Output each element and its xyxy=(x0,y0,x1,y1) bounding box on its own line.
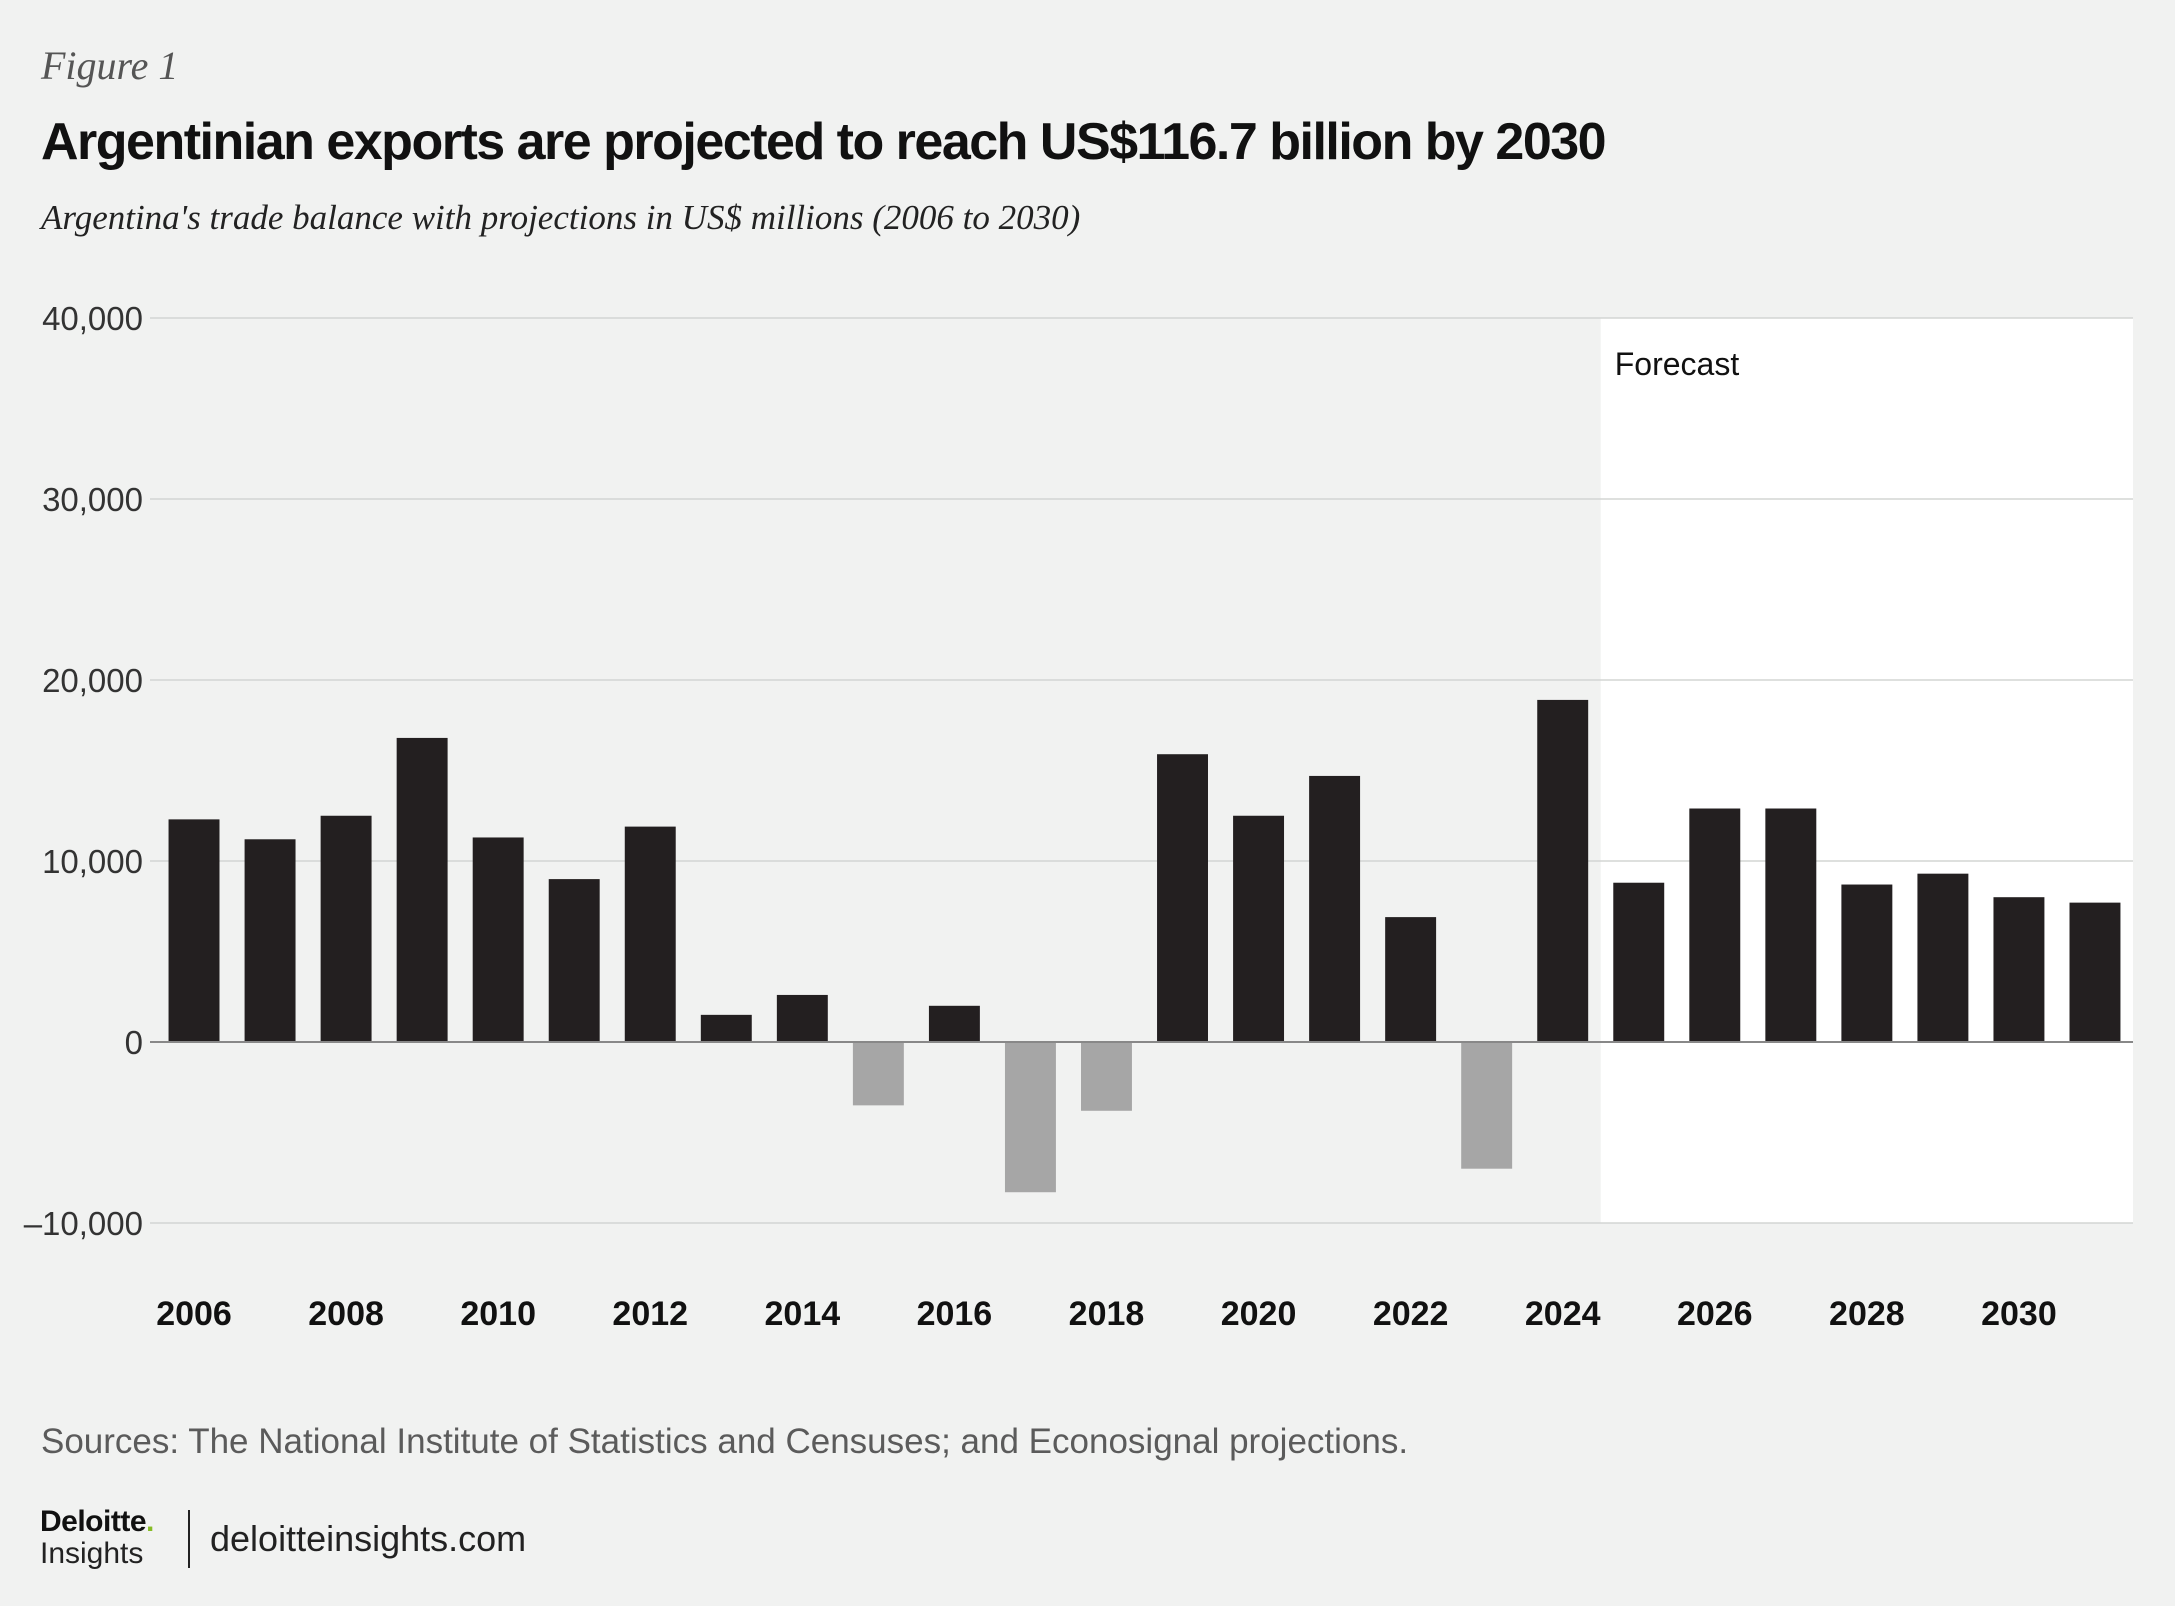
bar-2015 xyxy=(852,1042,904,1106)
forecast-label: Forecast xyxy=(1615,346,1740,382)
bar-2010 xyxy=(472,837,524,1042)
forecast-region xyxy=(1600,318,2133,1223)
x-tick-label: 2024 xyxy=(1525,1295,1601,1333)
bar-2006 xyxy=(168,819,220,1042)
bar-2017 xyxy=(1004,1042,1056,1193)
x-tick-label: 2012 xyxy=(612,1295,688,1333)
source-note: Sources: The National Institute of Stati… xyxy=(41,1422,1409,1461)
bar-2020 xyxy=(1233,815,1285,1042)
bar-2030 xyxy=(1993,897,2045,1042)
bar-2026 xyxy=(1689,808,1741,1042)
bar-2008 xyxy=(320,815,372,1042)
x-tick-label: 2028 xyxy=(1829,1295,1905,1333)
website-link[interactable]: deloitteinsights.com xyxy=(210,1518,527,1559)
bar-2031 xyxy=(2069,902,2121,1042)
x-tick-label: 2018 xyxy=(1069,1295,1145,1333)
chart-title: Argentinian exports are projected to rea… xyxy=(41,113,1607,171)
deloitte-insights-logo: Deloitte. Insights xyxy=(40,1506,154,1570)
logo-divider xyxy=(188,1510,190,1568)
bar-2025 xyxy=(1613,882,1665,1042)
logo-word: Deloitte xyxy=(40,1505,147,1538)
x-tick-label: 2016 xyxy=(917,1295,993,1333)
x-tick-label: 2010 xyxy=(460,1295,536,1333)
y-tick-label: 20,000 xyxy=(42,662,143,699)
x-tick-label: 2020 xyxy=(1221,1295,1297,1333)
x-tick-label: 2030 xyxy=(1981,1295,2057,1333)
logo-dot: . xyxy=(146,1505,154,1538)
bar-2021 xyxy=(1309,775,1361,1042)
bar-2011 xyxy=(548,879,600,1042)
bar-2007 xyxy=(244,839,296,1042)
x-tick-label: 2026 xyxy=(1677,1295,1753,1333)
y-tick-label: 30,000 xyxy=(42,481,143,518)
x-tick-label: 2022 xyxy=(1373,1295,1449,1333)
bar-2024 xyxy=(1537,699,1589,1042)
bar-2023 xyxy=(1461,1042,1513,1169)
bar-2016 xyxy=(928,1005,980,1042)
bar-2019 xyxy=(1157,754,1208,1042)
chart-subtitle: Argentina's trade balance with projectio… xyxy=(41,198,1081,237)
bar-2027 xyxy=(1765,808,1817,1042)
figure-label: Figure 1 xyxy=(41,43,179,88)
bar-2009 xyxy=(396,737,448,1042)
x-tick-label: 2014 xyxy=(765,1295,841,1333)
y-tick-label: 40,000 xyxy=(42,300,143,337)
bar-2022 xyxy=(1385,917,1437,1042)
x-tick-label: 2008 xyxy=(308,1295,384,1333)
y-tick-label: 10,000 xyxy=(42,843,143,880)
bar-2012 xyxy=(624,826,676,1042)
bar-2028 xyxy=(1841,884,1893,1042)
y-tick-label: –10,000 xyxy=(24,1205,143,1242)
y-tick-label: 0 xyxy=(125,1024,143,1061)
bar-2018 xyxy=(1081,1042,1132,1111)
x-tick-label: 2006 xyxy=(156,1295,232,1333)
bar-2013 xyxy=(700,1014,752,1042)
trade-balance-chart: –10,000 0 10,000 20,000 30,000 40,000 Forecast… xyxy=(24,300,2133,1333)
bar-2014 xyxy=(776,994,828,1042)
bar-2029 xyxy=(1917,873,1969,1042)
logo-sub: Insights xyxy=(40,1537,144,1570)
